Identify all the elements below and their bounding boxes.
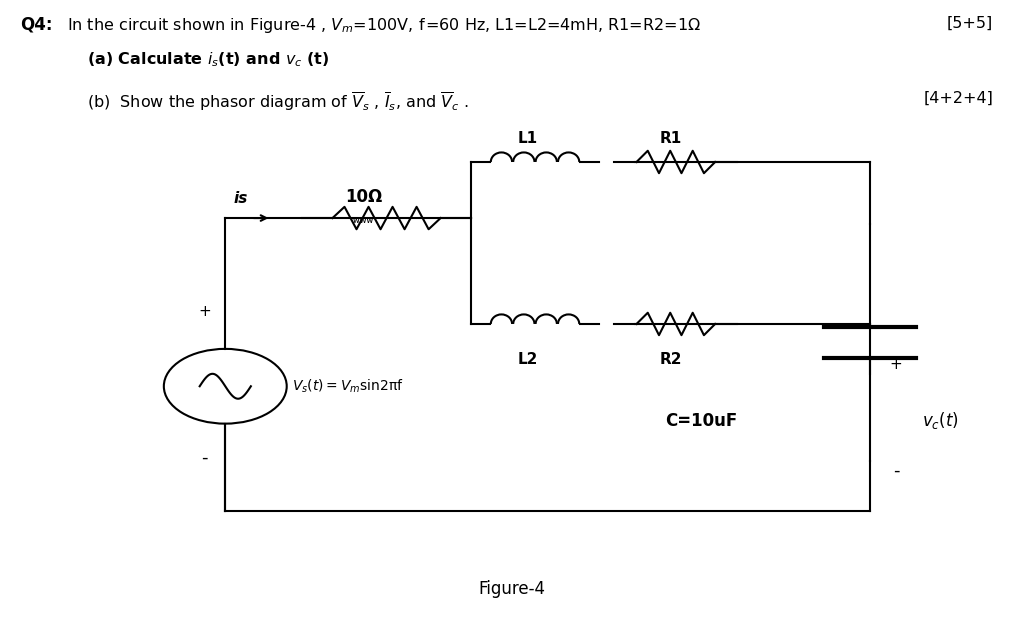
Text: $v_c(t)$: $v_c(t)$ bbox=[922, 410, 958, 431]
Text: -: - bbox=[893, 462, 899, 479]
Text: +: + bbox=[890, 357, 902, 372]
Text: [5+5]: [5+5] bbox=[947, 16, 993, 31]
Text: In the circuit shown in Figure-4 , $V_m$=100V, f =60 Hz, L1=L2=4mH, R1=R2=1Ω: In the circuit shown in Figure-4 , $V_m$… bbox=[67, 16, 700, 34]
Text: L2: L2 bbox=[517, 352, 538, 367]
Text: -: - bbox=[202, 449, 208, 467]
Text: (b)  Show the phasor diagram of $\overline{V}_s$ , $\overline{I}_s$, and $\overl: (b) Show the phasor diagram of $\overlin… bbox=[87, 90, 469, 113]
Text: is: is bbox=[233, 191, 248, 206]
Text: 10Ω: 10Ω bbox=[345, 188, 382, 206]
Text: C=10uF: C=10uF bbox=[665, 412, 737, 429]
Text: Q4:: Q4: bbox=[20, 16, 53, 34]
Text: +: + bbox=[199, 304, 211, 319]
Text: R2: R2 bbox=[659, 352, 682, 367]
Text: [4+2+4]: [4+2+4] bbox=[924, 90, 993, 105]
Text: $V_s(t)=V_m$sin2πf: $V_s(t)=V_m$sin2πf bbox=[292, 378, 403, 395]
Text: (a) Calculate $i_s$(t) and $v_c$ (t): (a) Calculate $i_s$(t) and $v_c$ (t) bbox=[87, 50, 330, 69]
Text: Figure-4: Figure-4 bbox=[478, 580, 546, 598]
Text: L1: L1 bbox=[517, 131, 538, 146]
Text: www: www bbox=[353, 215, 374, 225]
Text: R1: R1 bbox=[659, 131, 682, 146]
